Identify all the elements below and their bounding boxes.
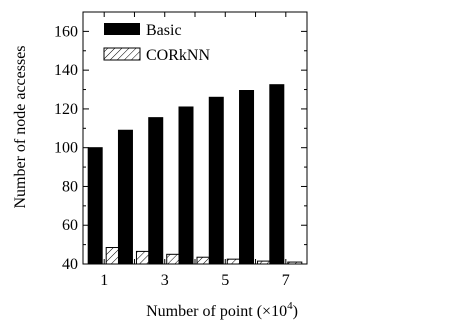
axes: 40 60 80 100 120 140 160 1 3 5 7 (54, 12, 307, 289)
bars (87, 84, 303, 265)
bar-corknn (287, 261, 303, 265)
x-axis-label-exponent: 4 (287, 300, 293, 312)
bar-basic (269, 84, 285, 265)
bar-basic (208, 96, 224, 265)
y-tick-label: 140 (54, 62, 78, 79)
legend: Basic CORkNN (103, 22, 210, 64)
legend-label-basic: Basic (146, 22, 182, 39)
y-tick-label: 60 (62, 217, 78, 234)
legend-swatch-basic (104, 23, 140, 35)
y-tick-label: 100 (54, 140, 78, 157)
bar-basic (117, 129, 133, 265)
bar-basic (178, 106, 194, 265)
x-axis-label-main: Number of point (×10 (146, 303, 287, 320)
bar-basic (148, 117, 164, 265)
x-tick-label: 1 (100, 272, 108, 289)
bar-basic (239, 90, 255, 265)
x-tick-label: 3 (161, 272, 169, 289)
legend-swatch-corknn (103, 47, 141, 61)
x-axis-label-close: ) (293, 303, 298, 320)
x-tick-label: 5 (221, 272, 229, 289)
y-tick-label: 80 (62, 178, 78, 195)
legend-label-corknn: CORkNN (146, 47, 210, 64)
y-axis-label: Number of node accesses (12, 45, 29, 208)
x-axis-label: Number of point (×104) (146, 300, 298, 320)
y-tick-label: 120 (54, 101, 78, 118)
y-tick-label: 40 (62, 256, 78, 273)
y-tick-label: 160 (54, 23, 78, 40)
bar-basic (87, 147, 103, 265)
x-tick-label: 7 (282, 272, 290, 289)
